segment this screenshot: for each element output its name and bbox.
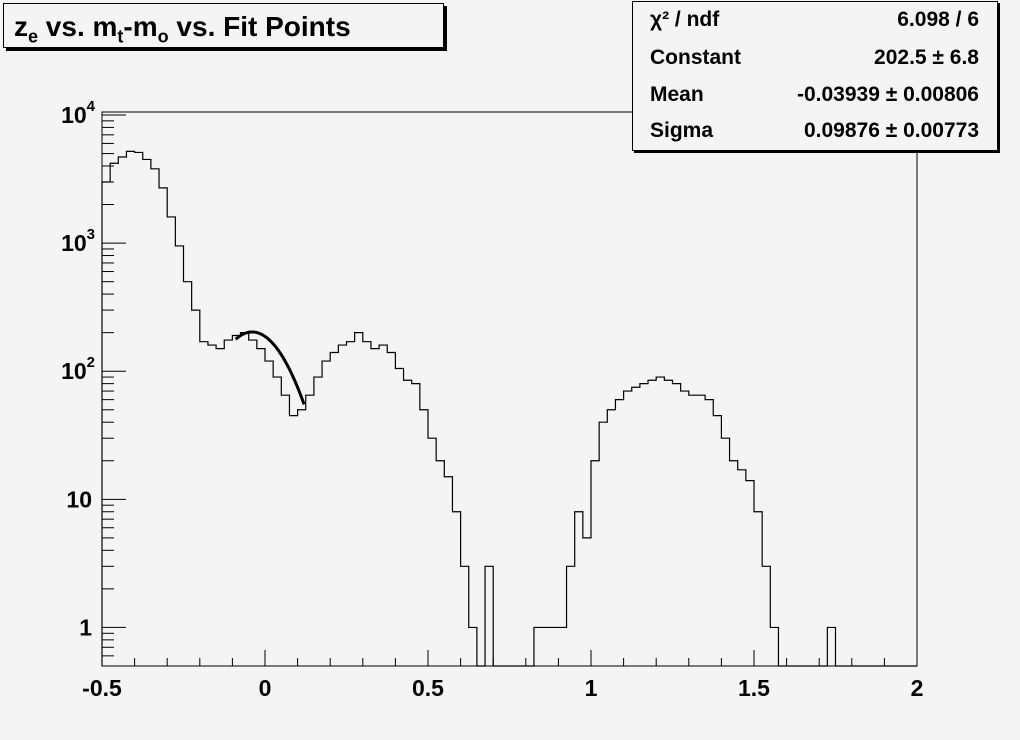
y-tick-exponent: 4 (87, 98, 96, 115)
stats-value: -0.03939 ± 0.00806 (796, 83, 979, 106)
title-part: vs. Fit Points (168, 11, 351, 42)
y-tick-label: 104 (61, 98, 96, 128)
y-tick-exponent: 2 (87, 354, 95, 371)
histogram-line (101, 150, 917, 667)
y-tick-label: 10 (66, 486, 92, 512)
y-tick-base: 10 (61, 358, 87, 384)
y-tick-base: 10 (61, 230, 87, 256)
x-tick-label: 2 (911, 675, 924, 701)
x-tick-label: -0.5 (82, 675, 122, 701)
stats-row-mean: Mean -0.03939 ± 0.00806 (633, 77, 997, 113)
stats-label: χ² / ndf (650, 8, 720, 31)
stats-row-constant: Constant 202.5 ± 6.8 (633, 40, 997, 76)
title-part: z (14, 11, 28, 42)
gaussian-fit-curve (234, 330, 306, 405)
x-tick-label: 1 (585, 675, 598, 701)
stats-label: Mean (650, 83, 704, 106)
y-tick-label: 1 (79, 614, 92, 640)
plot-frame (101, 111, 918, 667)
y-tick-exponent: 3 (87, 226, 95, 243)
x-tick-label: 0 (259, 675, 272, 701)
stats-value: 202.5 ± 6.8 (874, 46, 979, 69)
fit-stats-box: χ² / ndf 6.098 / 6 Constant 202.5 ± 6.8 … (632, 1, 998, 151)
y-tick-label: 102 (61, 354, 95, 384)
chart-title: ze vs. mt-mo vs. Fit Points (3, 3, 444, 48)
x-tick-label: 0.5 (412, 675, 444, 701)
stats-row-sigma: Sigma 0.09876 ± 0.00773 (633, 113, 997, 149)
y-tick-base: 10 (61, 102, 87, 128)
title-subscript: t (117, 26, 124, 47)
stats-value: 6.098 / 6 (897, 8, 979, 31)
title-subscript: e (28, 26, 39, 47)
y-tick-label: 103 (61, 226, 95, 256)
title-subscript: o (157, 26, 169, 47)
x-tick-label: 1.5 (738, 675, 770, 701)
stats-label: Constant (650, 46, 741, 69)
stats-value: 0.09876 ± 0.00773 (803, 119, 979, 142)
title-part: -m (123, 11, 158, 42)
title-part: vs. m (38, 11, 118, 42)
x-tick-labels: -0.5 0 0.5 1 1.5 2 (82, 675, 923, 701)
stats-row-chi2: χ² / ndf 6.098 / 6 (633, 2, 997, 38)
stats-label: Sigma (650, 119, 714, 142)
